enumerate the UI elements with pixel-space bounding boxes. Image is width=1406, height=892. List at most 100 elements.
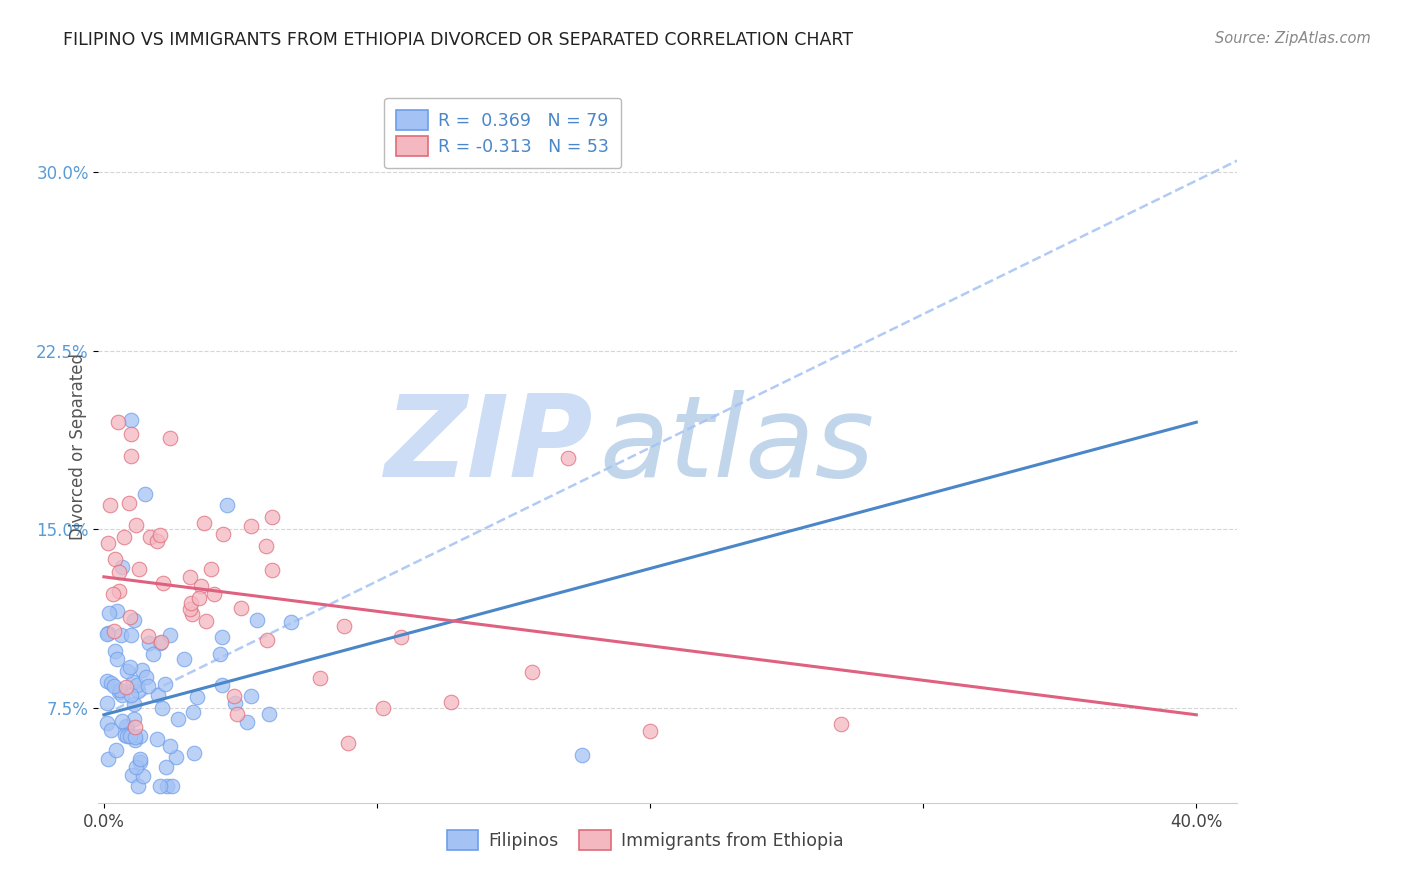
Point: [111, 688, 134, 702]
Point: [120, 660, 142, 674]
Point: [254, 539, 277, 553]
Point: [104, 743, 127, 757]
Point: [373, 701, 395, 715]
Point: [104, 644, 127, 658]
Point: [97, 607, 120, 621]
Point: [122, 675, 145, 690]
Point: [202, 587, 225, 601]
Point: [96, 716, 118, 731]
Point: [135, 670, 157, 684]
Point: [120, 730, 142, 744]
Point: [104, 551, 127, 566]
Point: [108, 684, 131, 698]
Text: FILIPINO VS IMMIGRANTS FROM ETHIOPIA DIVORCED OR SEPARATED CORRELATION CHART: FILIPINO VS IMMIGRANTS FROM ETHIOPIA DIV…: [63, 31, 853, 49]
Point: [149, 528, 172, 542]
Point: [211, 630, 233, 644]
Point: [156, 779, 179, 793]
Point: [125, 760, 148, 774]
Point: [120, 427, 142, 442]
Point: [153, 676, 176, 690]
Point: [211, 678, 233, 692]
Point: [193, 516, 215, 530]
Point: [111, 560, 134, 574]
Point: [179, 570, 201, 584]
Point: [124, 733, 146, 747]
Point: [309, 671, 332, 685]
Point: [120, 688, 142, 702]
Point: [190, 579, 212, 593]
Point: [111, 714, 134, 729]
Point: [97, 751, 120, 765]
Point: [181, 607, 204, 621]
Point: [125, 678, 148, 692]
Point: [98, 498, 121, 512]
Text: Source: ZipAtlas.com: Source: ZipAtlas.com: [1215, 31, 1371, 46]
Point: [127, 779, 149, 793]
Point: [571, 748, 593, 763]
Point: [167, 712, 190, 726]
Point: [132, 768, 155, 782]
Point: [122, 713, 145, 727]
Point: [118, 496, 141, 510]
Point: [226, 706, 249, 721]
Point: [100, 723, 122, 737]
Point: [96, 626, 118, 640]
Point: [212, 527, 235, 541]
Point: [112, 530, 135, 544]
Point: [240, 690, 263, 704]
Point: [159, 628, 181, 642]
Point: [149, 779, 172, 793]
Point: [108, 683, 131, 698]
Point: [256, 632, 278, 647]
Point: [115, 665, 138, 679]
Point: [830, 717, 852, 731]
Point: [127, 684, 149, 698]
Point: [165, 749, 187, 764]
Point: [224, 689, 246, 703]
Point: [124, 613, 146, 627]
Point: [107, 415, 129, 429]
Point: [333, 618, 356, 632]
Point: [195, 615, 218, 629]
Point: [145, 732, 167, 747]
Point: [139, 530, 162, 544]
Point: [440, 695, 463, 709]
Point: [246, 613, 269, 627]
Point: [110, 627, 132, 641]
Point: [124, 720, 146, 734]
Point: [96, 673, 118, 688]
Point: [103, 624, 125, 638]
Point: [120, 610, 142, 624]
Point: [149, 636, 172, 650]
Point: [103, 679, 125, 693]
Point: [121, 768, 143, 782]
Point: [152, 575, 174, 590]
Point: [131, 664, 153, 678]
Point: [260, 563, 283, 577]
Point: [108, 565, 131, 579]
Text: atlas: atlas: [599, 391, 875, 501]
Point: [215, 499, 238, 513]
Point: [97, 536, 120, 550]
Point: [134, 486, 156, 500]
Point: [557, 450, 579, 465]
Point: [128, 561, 150, 575]
Point: [159, 431, 181, 445]
Point: [120, 413, 142, 427]
Point: [120, 449, 142, 463]
Point: [638, 724, 661, 739]
Point: [115, 681, 138, 695]
Point: [152, 701, 174, 715]
Point: [180, 596, 202, 610]
Text: ZIP: ZIP: [385, 391, 593, 501]
Point: [114, 728, 136, 742]
Point: [129, 729, 152, 743]
Point: [200, 562, 222, 576]
Point: [240, 519, 263, 533]
Point: [224, 697, 246, 711]
Point: [124, 731, 146, 745]
Point: [520, 665, 543, 679]
Point: [160, 779, 183, 793]
Point: [262, 509, 284, 524]
Point: [229, 601, 252, 615]
